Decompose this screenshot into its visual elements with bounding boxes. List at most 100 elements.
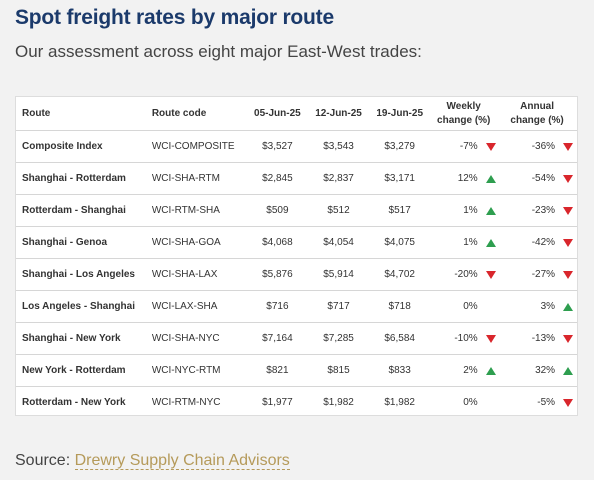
annual-change-value: -27% [531, 269, 556, 280]
annual-change-group: -13% [501, 333, 574, 344]
triangle-up-icon [563, 302, 574, 311]
annual-change-group: -42% [501, 237, 574, 248]
cell-rate-date-3: $833 [369, 354, 431, 387]
cell-rate-date-3: $6,584 [369, 322, 431, 355]
cell-rate-date-1: $509 [246, 194, 308, 227]
annual-change-group: -23% [501, 205, 574, 216]
annual-change-value: -42% [531, 237, 556, 248]
cell-route-code: WCI-RTM-NYC [151, 397, 221, 408]
cell-weekly-change: 0% [430, 290, 498, 323]
cell-rate-date-1: $3,527 [246, 130, 308, 163]
triangle-up-icon [563, 366, 574, 375]
cell-route-code: WCI-COMPOSITE [151, 130, 247, 163]
cell-rate-date-2: $2,837 [307, 162, 370, 195]
cell-weekly-change: 1% [430, 226, 498, 259]
cell-weekly-change: 2% [430, 354, 498, 387]
weekly-change-group: -7% [432, 141, 496, 152]
rates-table: Route Route code 05-Jun-25 12-Jun-25 19-… [16, 97, 577, 418]
triangle-down-icon [563, 206, 574, 215]
header-date-1: 05-Jun-25 [246, 97, 308, 131]
cell-route: Shanghai - Genoa [16, 226, 152, 259]
cell-rate-date-1: $7,164 [246, 322, 308, 355]
weekly-change-value: 12% [457, 173, 478, 184]
header-weekly-line2: change (%) [437, 114, 491, 126]
table-row: Composite Index WCI-COMPOSITE $3,527 $3,543… [16, 130, 577, 163]
triangle-down-icon [485, 142, 496, 151]
cell-weekly-change: 0% [430, 387, 497, 419]
cell-rate-date-3: $3,279 [369, 130, 431, 163]
header-date-2: 12-Jun-25 [307, 97, 370, 131]
weekly-change-value: -7% [459, 141, 478, 152]
triangle-down-icon [563, 142, 574, 151]
cell-route: Shanghai - Los Angeles [16, 258, 152, 291]
cell-route-code: WCI-NYC-RTM [151, 354, 247, 387]
cell-route: Composite Index [16, 130, 152, 163]
cell-weekly-change: -10% [430, 322, 498, 355]
cell-weekly-change: -20% [430, 258, 498, 291]
weekly-change-group: -10% [432, 333, 496, 344]
weekly-change-value: 0% [463, 397, 478, 408]
triangle-down-icon [563, 270, 574, 279]
cell-route: Los Angeles - Shanghai [16, 290, 152, 323]
annual-change-value: -36% [531, 141, 556, 152]
cell-rate-date-1: $2,845 [246, 162, 308, 195]
weekly-change-group: -20% [432, 269, 496, 280]
cell-route: Shanghai - Rotterdam [16, 162, 152, 195]
cell-rate-date-2: $5,914 [307, 258, 370, 291]
cell-route: Rotterdam - New York [22, 397, 126, 408]
triangle-down-icon [563, 238, 574, 247]
annual-change-group: -27% [501, 269, 574, 280]
header-annual-change: Annual change (%) [497, 97, 577, 131]
annual-change-value: -5% [537, 397, 556, 408]
cell-rate-date-3: $517 [369, 194, 431, 227]
cell-rate-date-1: $5,876 [246, 258, 308, 291]
annual-change-group: 3% [501, 301, 574, 312]
cell-annual-change: -27% [497, 258, 577, 291]
cell-rate-date-2: $815 [307, 354, 370, 387]
header-date-3: 19-Jun-25 [369, 97, 431, 131]
triangle-up-icon [485, 206, 496, 215]
cell-route: Shanghai - New York [16, 322, 152, 355]
cell-annual-change: 3% [497, 290, 577, 323]
cell-rate-date-3: $718 [369, 290, 431, 323]
cell-weekly-change: -7% [430, 130, 498, 163]
table-row: Los Angeles - Shanghai WCI-LAX-SHA $716 $71… [16, 290, 577, 323]
weekly-change-group: 2% [432, 365, 496, 376]
header-route: Route [16, 97, 152, 131]
annual-change-group: -5% [501, 397, 574, 408]
cell-route-code: WCI-SHA-LAX [151, 258, 247, 291]
cell-rate-date-1: $716 [246, 290, 308, 323]
annual-change-value: -23% [531, 205, 556, 216]
cell-rate-date-3: $4,702 [369, 258, 431, 291]
table-row: Shanghai - New York WCI-SHA-NYC $7,164 $7,2… [16, 322, 577, 355]
annual-change-value: -54% [531, 173, 556, 184]
page-subtitle: Our assessment across eight major East-W… [15, 42, 422, 61]
table-row: Rotterdam - Shanghai WCI-RTM-SHA $509 $512 $… [16, 194, 577, 227]
weekly-change-value: -20% [454, 269, 478, 280]
source-link[interactable]: Drewry Supply Chain Advisors [74, 452, 290, 470]
header-annual-line1: Annual [520, 100, 555, 112]
triangle-up-icon [485, 366, 496, 375]
cell-route-code: WCI-LAX-SHA [151, 290, 247, 323]
cell-annual-change: -13% [497, 322, 577, 355]
annual-change-group: 32% [501, 365, 574, 376]
triangle-down-icon [485, 334, 496, 343]
triangle-up-icon [485, 238, 496, 247]
cell-rate-date-2: $7,285 [307, 322, 370, 355]
triangle-down-icon [563, 398, 574, 407]
cell-rate-date-2: $512 [307, 194, 370, 227]
table-body: Composite Index WCI-COMPOSITE $3,527 $3,543… [16, 130, 577, 419]
cell-annual-change: -23% [497, 194, 577, 227]
table-row: Rotterdam - New York WCI-RTM-NYC $1,977 $1,… [16, 387, 577, 419]
triangle-down-icon [485, 270, 496, 279]
annual-change-group: -36% [501, 141, 574, 152]
table-row: Shanghai - Genoa WCI-SHA-GOA $4,068 $4,054 $… [16, 226, 577, 259]
cell-annual-change: 32% [497, 354, 577, 387]
page-title: Spot freight rates by major route [15, 6, 334, 29]
table-row: Shanghai - Los Angeles WCI-SHA-LAX $5,876 $… [16, 258, 577, 291]
weekly-change-value: 0% [463, 301, 478, 312]
cell-weekly-change: 12% [430, 162, 498, 195]
weekly-change-group: 0% [432, 301, 496, 312]
header-annual-line2: change (%) [510, 114, 564, 126]
